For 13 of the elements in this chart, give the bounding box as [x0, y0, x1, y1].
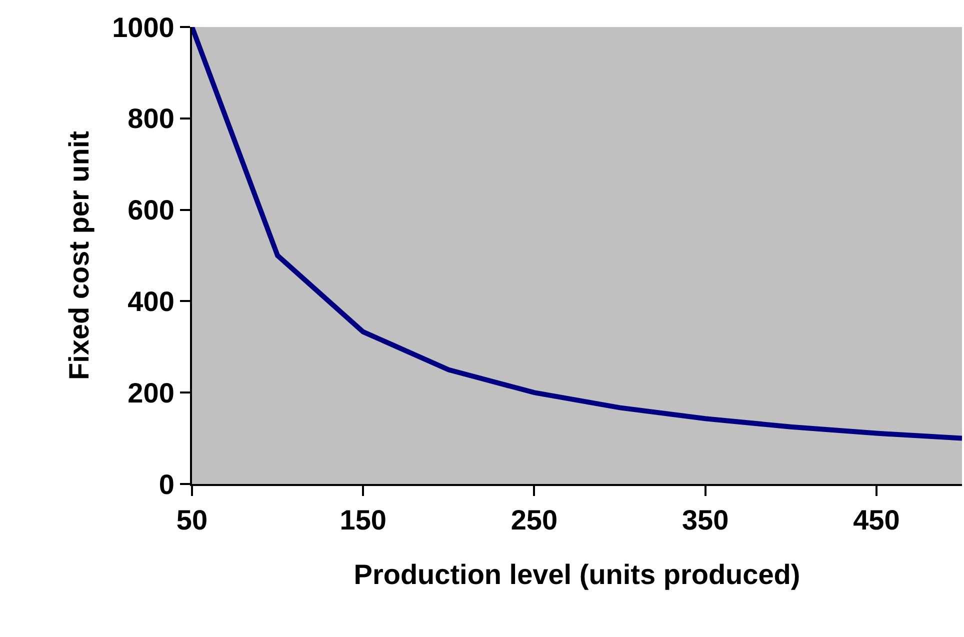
y-axis-title: Fixed cost per unit [63, 131, 94, 380]
y-tick-label: 600 [128, 194, 174, 226]
y-tick-label: 0 [158, 468, 174, 500]
x-tick-label: 350 [682, 504, 729, 536]
y-tick-label: 400 [128, 286, 174, 317]
y-tick-label: 1000 [112, 12, 174, 43]
y-tick-label: 800 [128, 103, 174, 134]
x-tick-label: 250 [510, 504, 558, 536]
x-tick-label: 150 [340, 504, 386, 536]
x-tick-label: 450 [853, 504, 900, 536]
y-tick-label: 200 [128, 377, 174, 408]
x-tick-label: 50 [176, 504, 208, 536]
x-axis-title: Production level (units produced) [354, 559, 800, 590]
